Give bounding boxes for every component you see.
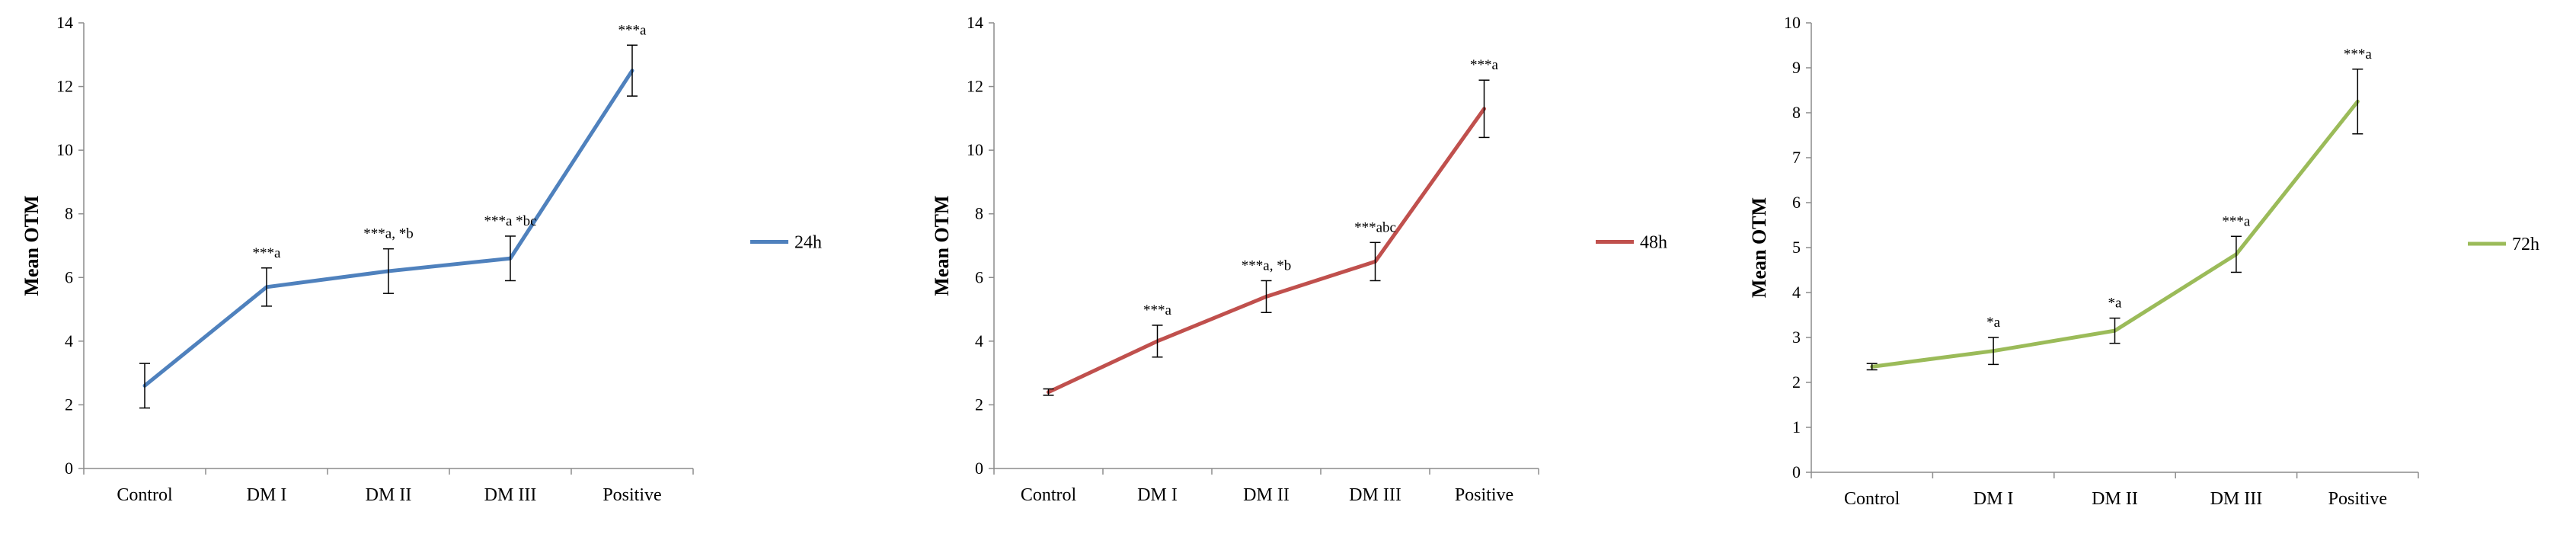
error-bar [1261,280,1272,313]
significance-label: ***a, *b [363,226,413,242]
error-bar [1988,337,1999,366]
x-tick-label: DM III [1349,485,1401,505]
y-tick-label: 8 [1792,103,1801,122]
y-tick-label: 10 [1784,13,1801,32]
significance-label: ***a, *b [1242,257,1291,273]
y-tick-label: 7 [1792,148,1801,167]
significance-label: ***a [1143,302,1172,318]
x-tick-label: DM I [247,485,287,505]
error-bar [2352,69,2363,135]
x-tick-label: DM II [1243,485,1290,505]
y-tick-label: 6 [975,267,983,286]
series-line-48h [1047,107,1486,395]
y-tick-label: 4 [65,331,73,350]
error-bar [2109,317,2121,344]
x-tick-label: Positive [602,485,661,505]
chart-3: 0 1 2 3 4 5 6 7 8 9 10 Control DM I DM II DM III Positi… [1748,13,2539,509]
error-bar [1152,325,1163,358]
error-bar [2230,235,2242,273]
significance-label: ***a [1470,57,1499,73]
significance-label: ***a [2222,213,2251,229]
x-tick-label: DM I [1137,485,1178,505]
error-bar [383,248,394,294]
y-axis-title: Mean OTM [21,195,43,296]
y-tick-label: 12 [967,77,983,96]
y-tick-label: 3 [1792,328,1801,347]
error-bar [261,267,272,307]
significance-label: ***a [2344,46,2373,62]
error-bar [1043,388,1054,396]
legend-label: 72h [2512,235,2539,254]
error-bar [627,44,638,97]
y-tick-label: 8 [65,204,73,223]
chart-2: 0 2 4 6 8 10 12 14 Control DM I DM II DM III Positiv… [931,13,1667,505]
significance-label: *a [1986,315,2001,331]
x-tick-label: DM II [366,485,412,505]
y-tick-label: 14 [56,13,73,32]
x-tick-label: DM III [484,485,537,505]
error-bar [1866,363,1878,371]
x-tick-label: Control [117,485,173,505]
error-bar [1369,241,1381,282]
error-bar [139,363,150,409]
y-tick-label: 2 [975,395,983,414]
y-tick-label: 0 [1792,462,1801,481]
significance-label: ***a [253,245,282,261]
significance-label: ***a *bc [484,213,536,229]
significance-label: ***abc [1354,219,1396,235]
x-tick-label: Positive [2328,489,2387,509]
y-tick-label: 10 [56,140,73,159]
y-tick-label: 12 [56,77,73,96]
y-tick-label: 4 [975,331,983,350]
y-axis-title: Mean OTM [931,195,953,296]
y-tick-label: 2 [1792,373,1801,392]
x-tick-label: Control [1844,489,1900,509]
y-tick-label: 14 [967,13,983,32]
y-tick-label: 2 [65,395,73,414]
x-tick-label: DM III [2210,489,2263,509]
significance-label: *a [2108,296,2123,312]
y-axis-title: Mean OTM [1748,197,1770,298]
error-bar [505,235,516,282]
y-tick-label: 8 [975,204,983,223]
y-tick-label: 0 [65,459,73,478]
x-tick-label: DM II [2092,489,2138,509]
y-tick-label: 0 [975,459,983,478]
error-bar [1478,79,1490,139]
y-tick-label: 10 [967,140,983,159]
x-tick-label: Positive [1455,485,1513,505]
y-tick-label: 5 [1792,238,1801,257]
legend-label: 48h [1640,233,1667,253]
y-tick-label: 9 [1792,58,1801,77]
y-tick-label: 4 [1792,283,1801,302]
x-tick-label: DM I [1974,489,2014,509]
y-tick-label: 1 [1792,417,1801,436]
x-tick-label: Control [1021,485,1077,505]
legend-label: 24h [794,233,822,253]
y-tick-label: 6 [65,267,73,286]
y-tick-label: 6 [1792,193,1801,212]
significance-label: ***a [618,22,647,38]
chart-1: 0 2 4 6 8 10 12 14 Control DM I DM II DM III Positiv… [21,13,822,505]
